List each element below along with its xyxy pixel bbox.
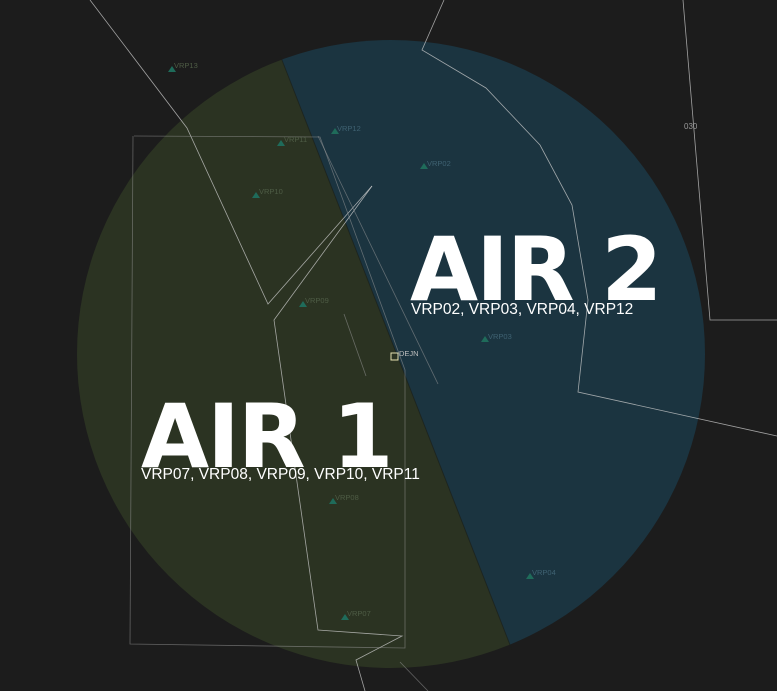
vrp-triangle-icon — [277, 140, 285, 146]
fix-label-030: 030 — [684, 122, 698, 131]
sector-label-air1: AIR 1 VRP07, VRP08, VRP09, VRP10, VRP11 — [141, 385, 420, 488]
vrp-label: VRP07 — [347, 609, 371, 618]
vrp-label: VRP02 — [427, 159, 451, 168]
vrp-marker-vrp12[interactable]: VRP12 — [331, 124, 361, 134]
sector-title-air2: AIR 2 — [410, 218, 660, 321]
vrp-marker-vrp11[interactable]: VRP11 — [277, 135, 307, 146]
sector-title-air1: AIR 1 — [141, 385, 391, 488]
vrp-label: VRP13 — [174, 61, 198, 70]
boundary-lines — [89, 0, 777, 691]
sector-label-air2: AIR 2 VRP02, VRP03, VRP04, VRP12 — [410, 218, 662, 321]
vrp-marker-vrp04[interactable]: VRP04 — [526, 568, 556, 579]
vrp-triangle-icon — [331, 128, 339, 134]
airport-marker-dejn[interactable]: DEJN — [390, 349, 419, 361]
boundary-line — [317, 135, 439, 385]
boundary-line — [343, 313, 367, 377]
vrp-label: VRP08 — [335, 493, 359, 502]
vrp-triangle-icon — [168, 66, 176, 72]
vrp-layer: VRP13 VRP12 VRP11 VRP02 VRP10 VRP09 — [168, 61, 556, 620]
vrp-marker-vrp08[interactable]: VRP08 — [329, 493, 359, 504]
vrp-triangle-icon — [252, 192, 260, 198]
vrp-marker-vrp03[interactable]: VRP03 — [481, 332, 512, 342]
vrp-label: VRP10 — [259, 187, 283, 196]
vrp-triangle-icon — [420, 163, 428, 169]
airport-label: DEJN — [399, 349, 419, 358]
vrp-marker-vrp07[interactable]: VRP07 — [341, 609, 371, 620]
vrp-label: VRP12 — [337, 124, 361, 133]
boundary-line — [273, 185, 404, 691]
airport-square-icon — [390, 352, 399, 361]
boundary-line — [89, 0, 373, 305]
boundary-line — [682, 0, 777, 321]
vrp-marker-vrp02[interactable]: VRP02 — [420, 159, 451, 169]
boundary-line — [421, 0, 777, 437]
vrp-triangle-icon — [526, 573, 534, 579]
vrp-triangle-icon — [299, 301, 307, 307]
vrp-marker-vrp09[interactable]: VRP09 — [299, 296, 329, 307]
sector-points-air2: VRP02, VRP03, VRP04, VRP12 — [411, 301, 633, 318]
boundary-line — [399, 661, 429, 691]
vrp-triangle-icon — [341, 614, 349, 620]
boundary-line — [129, 135, 406, 649]
vrp-triangle-icon — [329, 498, 337, 504]
vrp-label: VRP04 — [532, 568, 556, 577]
vrp-triangle-icon — [481, 336, 489, 342]
vrp-marker-vrp13[interactable]: VRP13 — [168, 61, 198, 72]
sector-points-air1: VRP07, VRP08, VRP09, VRP10, VRP11 — [141, 466, 420, 483]
vrp-marker-vrp10[interactable]: VRP10 — [252, 187, 283, 198]
vrp-label: VRP03 — [488, 332, 512, 341]
vrp-label: VRP11 — [284, 135, 307, 144]
vrp-label: VRP09 — [305, 296, 329, 305]
